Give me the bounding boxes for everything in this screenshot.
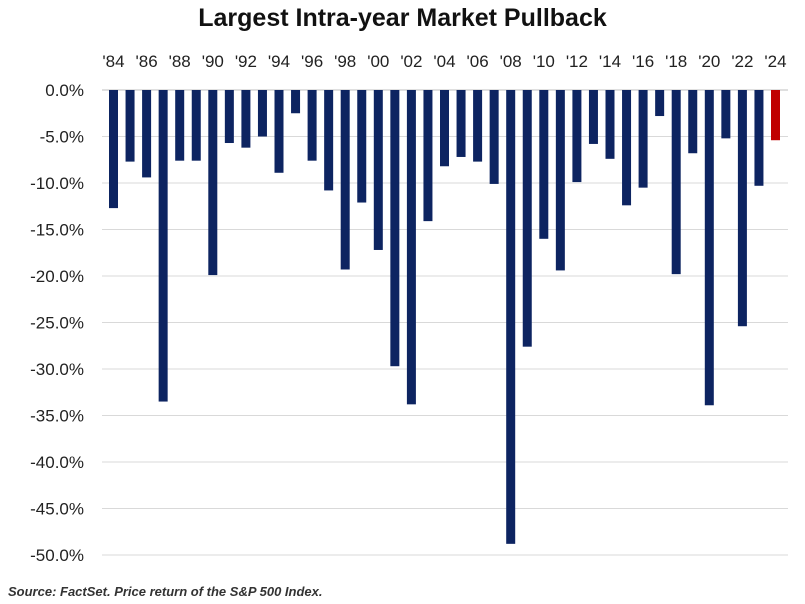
x-tick-label: '90 bbox=[202, 52, 224, 71]
bar-1984 bbox=[109, 90, 118, 209]
y-tick-label: -30.0% bbox=[30, 360, 84, 379]
bar-1985 bbox=[125, 90, 135, 162]
x-tick-label: '06 bbox=[467, 52, 489, 71]
bar-2002 bbox=[406, 90, 416, 405]
bar-1996 bbox=[307, 90, 317, 161]
bar-1992 bbox=[241, 90, 251, 148]
bar-1994 bbox=[274, 90, 284, 173]
x-tick-label: '84 bbox=[102, 52, 124, 71]
bar-2009 bbox=[522, 90, 532, 347]
y-axis-ticks: 0.0% -5.0% -10.0% -15.0% -20.0% -25.0% -30.0% -… bbox=[30, 81, 84, 565]
bar-1991 bbox=[224, 90, 234, 144]
x-tick-label: '86 bbox=[136, 52, 158, 71]
bar-1995 bbox=[291, 90, 301, 114]
x-tick-label: '88 bbox=[169, 52, 191, 71]
bar-2008 bbox=[506, 90, 516, 544]
bar-2011 bbox=[555, 90, 565, 271]
bar-2022 bbox=[737, 90, 747, 327]
bar-1993 bbox=[257, 90, 267, 137]
x-tick-label: '10 bbox=[533, 52, 555, 71]
x-tick-label: '12 bbox=[566, 52, 588, 71]
x-tick-label: '00 bbox=[367, 52, 389, 71]
bar-chart: 0.0% -5.0% -10.0% -15.0% -20.0% -25.0% -30.0% -… bbox=[30, 52, 788, 565]
bar-2018 bbox=[671, 90, 681, 275]
bar-2010 bbox=[539, 90, 549, 239]
bar-1987 bbox=[158, 90, 168, 402]
y-tick-label: -40.0% bbox=[30, 453, 84, 472]
bar-1990 bbox=[208, 90, 218, 276]
bar-1986 bbox=[142, 90, 152, 178]
source-footnote: Source: FactSet. Price return of the S&P… bbox=[8, 584, 323, 599]
y-tick-label: -45.0% bbox=[30, 500, 84, 519]
x-tick-label: '98 bbox=[334, 52, 356, 71]
x-tick-label: '96 bbox=[301, 52, 323, 71]
bars bbox=[109, 90, 780, 544]
x-tick-label: '16 bbox=[632, 52, 654, 71]
bar-2023 bbox=[754, 90, 764, 186]
bar-2019 bbox=[688, 90, 698, 154]
y-tick-label: 0.0% bbox=[45, 81, 84, 100]
bar-2004 bbox=[440, 90, 449, 167]
x-tick-label: '24 bbox=[764, 52, 786, 71]
x-tick-label: '20 bbox=[698, 52, 720, 71]
bar-2015 bbox=[622, 90, 632, 206]
y-tick-label: -10.0% bbox=[30, 174, 84, 193]
bar-2001 bbox=[390, 90, 400, 367]
y-tick-label: -5.0% bbox=[40, 128, 84, 147]
bar-2017 bbox=[655, 90, 665, 117]
bar-1999 bbox=[357, 90, 367, 203]
bar-2020 bbox=[704, 90, 714, 406]
bar-2024 bbox=[771, 90, 780, 141]
x-tick-label: '92 bbox=[235, 52, 257, 71]
y-tick-label: -25.0% bbox=[30, 314, 84, 333]
bar-2012 bbox=[572, 90, 582, 183]
y-tick-label: -15.0% bbox=[30, 221, 84, 240]
bar-2006 bbox=[473, 90, 483, 162]
y-tick-label: -35.0% bbox=[30, 407, 84, 426]
bar-1998 bbox=[340, 90, 350, 270]
x-axis-ticks: '84 '86 '88 '90 '92 '94 '96 '98 '00 '02 '04 '06 '08 '… bbox=[102, 52, 786, 71]
bar-2007 bbox=[489, 90, 499, 184]
bar-2000 bbox=[373, 90, 383, 250]
bar-2021 bbox=[721, 90, 731, 139]
x-tick-label: '08 bbox=[500, 52, 522, 71]
x-tick-label: '18 bbox=[665, 52, 687, 71]
bar-1988 bbox=[175, 90, 185, 161]
x-tick-label: '14 bbox=[599, 52, 621, 71]
bar-2003 bbox=[423, 90, 433, 222]
bar-2014 bbox=[605, 90, 615, 159]
bar-2013 bbox=[588, 90, 598, 144]
x-tick-label: '04 bbox=[433, 52, 455, 71]
y-tick-label: -20.0% bbox=[30, 267, 84, 286]
x-tick-label: '22 bbox=[731, 52, 753, 71]
x-tick-label: '02 bbox=[400, 52, 422, 71]
y-tick-label: -50.0% bbox=[30, 546, 84, 565]
chart-title: Largest Intra-year Market Pullback bbox=[198, 4, 607, 32]
bar-2005 bbox=[456, 90, 466, 157]
bar-1997 bbox=[324, 90, 334, 191]
x-tick-label: '94 bbox=[268, 52, 290, 71]
bar-1989 bbox=[191, 90, 201, 161]
bar-2016 bbox=[638, 90, 648, 188]
